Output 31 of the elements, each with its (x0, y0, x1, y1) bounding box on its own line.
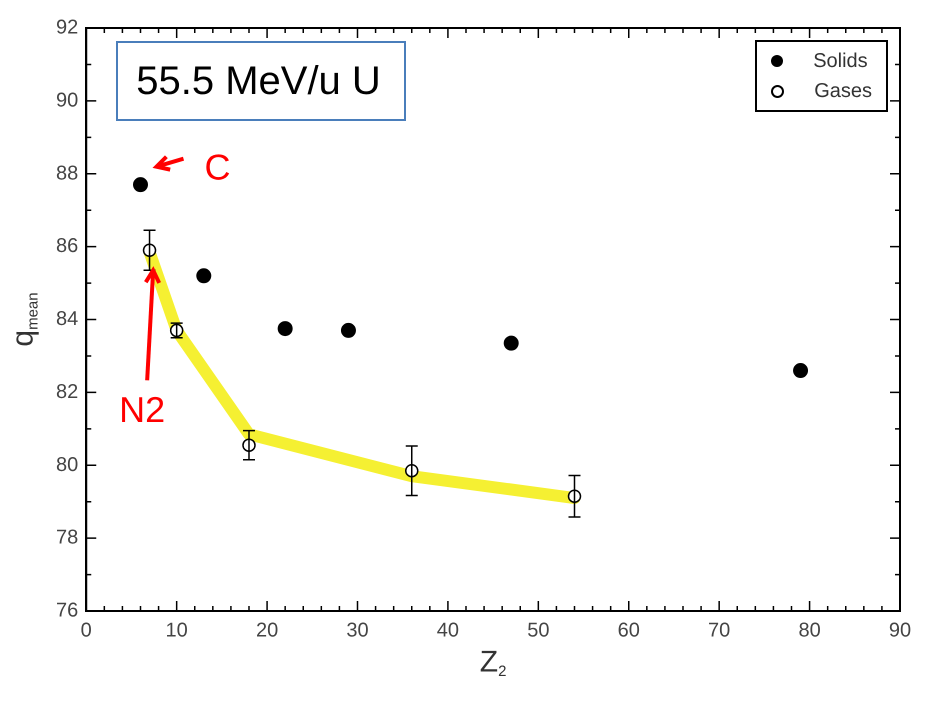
x-tick-label: 40 (436, 620, 460, 642)
point (196, 268, 212, 284)
point (132, 177, 148, 192)
y-tick-label: 92 (56, 16, 78, 39)
y-tick-label: 78 (56, 526, 78, 549)
x-tick-label: 10 (166, 620, 188, 642)
y-tick-label: 82 (56, 380, 78, 403)
point (504, 336, 519, 351)
point (340, 322, 356, 338)
y-tick-label: 80 (56, 454, 78, 476)
y-axis-title: qmean (6, 292, 42, 347)
annotation: N2 (119, 389, 166, 430)
x-tick-label: 70 (708, 620, 730, 642)
legend-label: Solids (813, 49, 868, 74)
point (793, 363, 808, 378)
annotation: C (204, 146, 230, 188)
text: 55.5 MeV/u U (116, 41, 406, 121)
legend-label: Gases (814, 79, 872, 104)
x-tick-label: 0 (80, 620, 92, 642)
y-tick-label: 88 (56, 162, 78, 184)
y-tick-label: 76 (56, 600, 78, 622)
point (278, 321, 293, 336)
x-tick-label: 90 (888, 620, 912, 642)
y-tick-label: 90 (56, 89, 78, 112)
x-tick-label: 60 (618, 620, 640, 642)
x-tick-label: 50 (527, 620, 550, 642)
x-tick-label: 30 (346, 620, 369, 642)
y-tick-label: 84 (56, 308, 78, 330)
x-tick-label: 80 (798, 620, 821, 642)
x-tick-label: 20 (256, 620, 278, 642)
y-tick-label: 86 (56, 235, 78, 258)
